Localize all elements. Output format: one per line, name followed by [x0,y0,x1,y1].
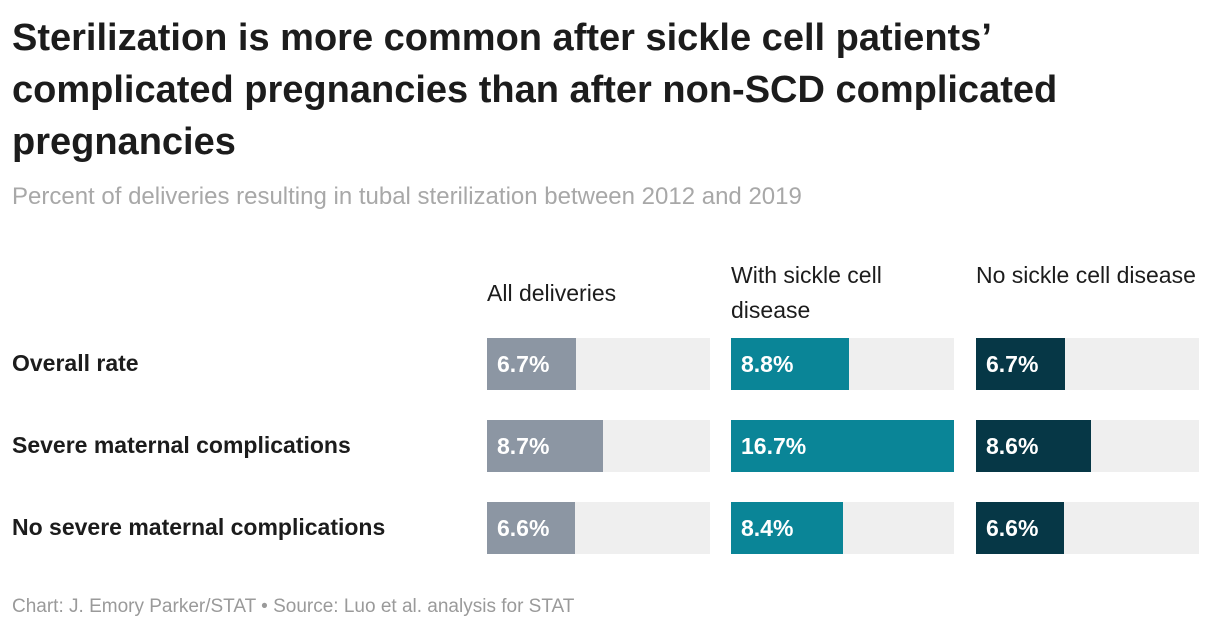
bar-track: 6.7% [487,338,710,390]
column-header-3: No sickle cell disease [976,262,1196,288]
bar-track: 8.4% [731,502,954,554]
bar [731,502,843,554]
chart-title: Sterilization is more common after sickl… [12,17,1058,163]
row-label-3: No severe maternal complications [12,514,386,540]
bar [976,502,1064,554]
bar-value-label: 8.6% [986,433,1039,459]
column-header-1: All deliveries [487,280,617,306]
bar [976,420,1091,472]
column-header-2: With sickle cell disease [731,262,882,323]
chart-subtitle: Percent of deliveries resulting in tubal… [12,183,802,210]
bar-value-label: 6.7% [986,351,1039,377]
bar [487,420,603,472]
bar-value-label: 16.7% [741,433,807,459]
bar-value-label: 8.4% [741,515,794,541]
bar-track: 8.7% [487,420,710,472]
bar-value-label: 6.6% [497,515,550,541]
bar [731,338,849,390]
bar-value-label: 8.7% [497,433,550,459]
bar [976,338,1065,390]
bar-track: 16.7% [731,420,954,472]
bar [487,502,575,554]
bar-value-label: 6.6% [986,515,1039,541]
bar [487,338,576,390]
bar-track: 8.8% [731,338,954,390]
bar-value-label: 6.7% [497,351,550,377]
bar-value-label: 8.8% [741,351,794,377]
bar-track: 6.7% [976,338,1199,390]
row-label-1: Overall rate [12,350,139,376]
chart-source-credit: Chart: J. Emory Parker/STAT • Source: Lu… [12,596,575,617]
bar-track: 6.6% [976,502,1199,554]
bar-track: 8.6% [976,420,1199,472]
bar [731,420,954,472]
row-label-2: Severe maternal complications [12,432,351,458]
bar-track: 6.6% [487,502,710,554]
